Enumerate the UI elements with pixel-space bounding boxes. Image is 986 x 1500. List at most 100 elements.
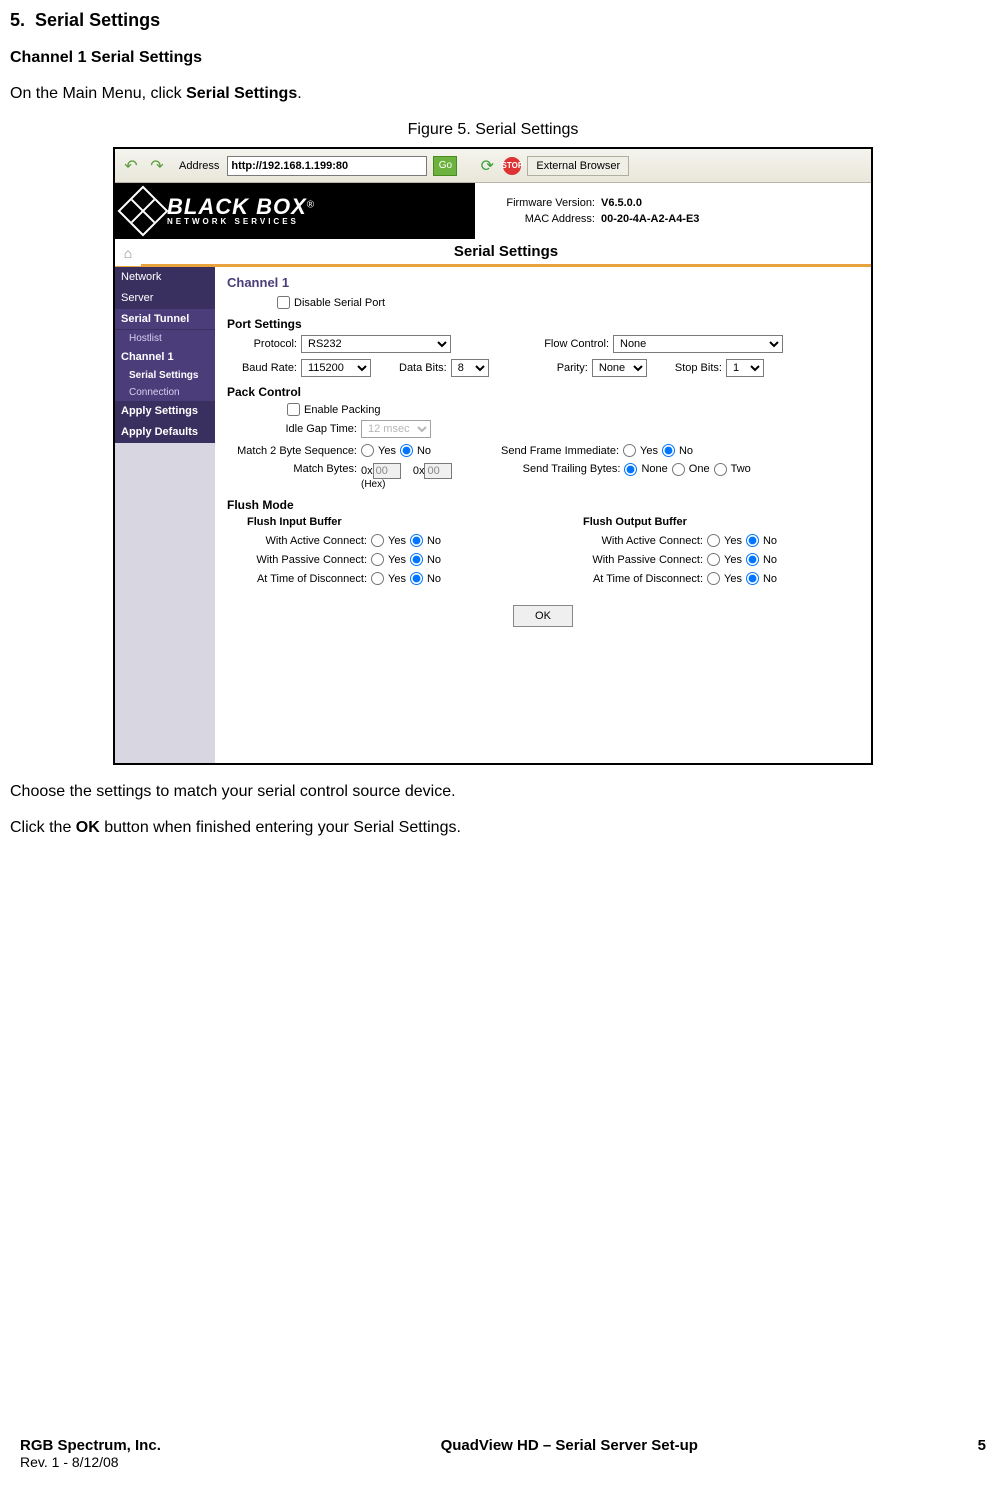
section-num: 5. bbox=[10, 10, 25, 30]
address-input[interactable] bbox=[227, 156, 427, 176]
matchbyte1-input[interactable] bbox=[373, 463, 401, 479]
protocol-label: Protocol: bbox=[227, 338, 297, 350]
footer-title: QuadView HD – Serial Server Set-up bbox=[441, 1437, 698, 1470]
external-browser-button[interactable]: External Browser bbox=[527, 156, 629, 176]
nav-hostlist[interactable]: Hostlist bbox=[115, 330, 215, 347]
text: button when finished entering your Seria… bbox=[100, 819, 461, 836]
fo-passive-yes-radio[interactable] bbox=[707, 553, 720, 566]
mac-value: 00-20-4A-A2-A4-E3 bbox=[601, 213, 699, 225]
fo-disc-yes-radio[interactable] bbox=[707, 572, 720, 585]
flow-select[interactable]: None bbox=[613, 335, 783, 353]
go-button[interactable]: Go bbox=[433, 156, 457, 176]
fo-disc-no-radio[interactable] bbox=[746, 572, 759, 585]
text: On the Main Menu, click bbox=[10, 85, 186, 102]
baud-select[interactable]: 115200 bbox=[301, 359, 371, 377]
match2-label: Match 2 Byte Sequence: bbox=[227, 445, 357, 457]
fo-active-no-radio[interactable] bbox=[746, 534, 759, 547]
fi-active-yes-radio[interactable] bbox=[371, 534, 384, 547]
channel-heading: Channel 1 bbox=[227, 275, 859, 290]
active-conn-label: With Active Connect: bbox=[227, 535, 367, 547]
protocol-select[interactable]: RS232 bbox=[301, 335, 451, 353]
hex-prefix: 0x bbox=[413, 465, 425, 477]
matchbyte2-input[interactable] bbox=[424, 463, 452, 479]
yes-label: Yes bbox=[378, 445, 396, 457]
mac-label: MAC Address: bbox=[485, 213, 595, 225]
fo-active-yes-radio[interactable] bbox=[707, 534, 720, 547]
nav-apply-defaults[interactable]: Apply Defaults bbox=[115, 422, 215, 443]
databits-select[interactable]: 8 bbox=[451, 359, 489, 377]
nav-network[interactable]: Network bbox=[115, 267, 215, 288]
fo-passive-no-radio[interactable] bbox=[746, 553, 759, 566]
stop-icon[interactable]: STOP bbox=[503, 157, 521, 175]
footer-page: 5 bbox=[978, 1437, 986, 1470]
page-title: Serial Settings bbox=[141, 239, 871, 267]
match2-yes-radio[interactable] bbox=[361, 444, 374, 457]
trailing-none-radio[interactable] bbox=[624, 463, 637, 476]
section-title: Serial Settings bbox=[35, 10, 160, 30]
flush-output-heading: Flush Output Buffer bbox=[583, 516, 859, 528]
fi-disc-yes-radio[interactable] bbox=[371, 572, 384, 585]
pack-control-heading: Pack Control bbox=[227, 385, 859, 399]
hex-prefix: 0x bbox=[361, 465, 373, 477]
fi-disc-no-radio[interactable] bbox=[410, 572, 423, 585]
enable-packing-label: Enable Packing bbox=[304, 404, 380, 416]
section-heading: 5. Serial Settings bbox=[10, 10, 976, 31]
nav-serial-settings[interactable]: Serial Settings bbox=[115, 367, 215, 384]
parity-label: Parity: bbox=[557, 362, 588, 374]
trailing-one-radio[interactable] bbox=[672, 463, 685, 476]
browser-toolbar: ↶ ↷ Address Go ⟳ STOP External Browser bbox=[115, 149, 871, 183]
figure-caption: Figure 5. Serial Settings bbox=[10, 121, 976, 139]
footer-rev: Rev. 1 - 8/12/08 bbox=[20, 1454, 161, 1470]
hex-note: (Hex) bbox=[361, 479, 452, 490]
fi-passive-yes-radio[interactable] bbox=[371, 553, 384, 566]
no-label: No bbox=[417, 445, 431, 457]
trailing-label: Send Trailing Bytes: bbox=[490, 463, 620, 475]
none-label: None bbox=[641, 463, 667, 475]
logo-main-text: BLACK BOX® bbox=[167, 196, 314, 218]
yes-label: Yes bbox=[388, 573, 406, 585]
blackbox-logo: BLACK BOX® NETWORK SERVICES bbox=[125, 193, 314, 229]
flush-mode-heading: Flush Mode bbox=[227, 498, 859, 512]
sendframe-no-radio[interactable] bbox=[662, 444, 675, 457]
logo-sub-text: NETWORK SERVICES bbox=[167, 218, 314, 226]
app-header-logo-area: BLACK BOX® NETWORK SERVICES bbox=[115, 183, 475, 239]
active-conn-label: With Active Connect: bbox=[563, 535, 703, 547]
nav-apply-settings[interactable]: Apply Settings bbox=[115, 401, 215, 422]
no-label: No bbox=[763, 535, 777, 547]
enable-packing-checkbox[interactable] bbox=[287, 403, 300, 416]
port-settings-heading: Port Settings bbox=[227, 317, 859, 331]
baud-label: Baud Rate: bbox=[227, 362, 297, 374]
match2-no-radio[interactable] bbox=[400, 444, 413, 457]
idle-gap-label: Idle Gap Time: bbox=[227, 423, 357, 435]
disable-port-checkbox[interactable] bbox=[277, 296, 290, 309]
trailing-two-radio[interactable] bbox=[714, 463, 727, 476]
nav-server[interactable]: Server bbox=[115, 288, 215, 309]
stopbits-label: Stop Bits: bbox=[675, 362, 722, 374]
firmware-label: Firmware Version: bbox=[485, 197, 595, 209]
yes-label: Yes bbox=[724, 554, 742, 566]
address-label: Address bbox=[179, 160, 219, 172]
yes-label: Yes bbox=[640, 445, 658, 457]
paragraph-2: Choose the settings to match your serial… bbox=[10, 783, 976, 801]
forward-icon[interactable]: ↷ bbox=[147, 156, 167, 176]
stopbits-select[interactable]: 1 bbox=[726, 359, 764, 377]
sendframe-yes-radio[interactable] bbox=[623, 444, 636, 457]
back-icon[interactable]: ↶ bbox=[121, 156, 141, 176]
refresh-icon[interactable]: ⟳ bbox=[477, 156, 497, 176]
page-footer: RGB Spectrum, Inc. Rev. 1 - 8/12/08 Quad… bbox=[20, 1437, 986, 1470]
nav-serial-tunnel[interactable]: Serial Tunnel bbox=[115, 309, 215, 330]
fi-active-no-radio[interactable] bbox=[410, 534, 423, 547]
flush-input-heading: Flush Input Buffer bbox=[247, 516, 523, 528]
nav-connection[interactable]: Connection bbox=[115, 384, 215, 401]
yes-label: Yes bbox=[388, 535, 406, 547]
nav-channel1[interactable]: Channel 1 bbox=[115, 347, 215, 367]
two-label: Two bbox=[731, 463, 751, 475]
paragraph-1: On the Main Menu, click Serial Settings. bbox=[10, 85, 976, 103]
ok-button[interactable]: OK bbox=[513, 605, 573, 627]
disable-port-label: Disable Serial Port bbox=[294, 297, 385, 309]
home-cell[interactable]: ⌂ bbox=[115, 239, 141, 267]
no-label: No bbox=[763, 573, 777, 585]
firmware-value: V6.5.0.0 bbox=[601, 197, 642, 209]
parity-select[interactable]: None bbox=[592, 359, 647, 377]
fi-passive-no-radio[interactable] bbox=[410, 553, 423, 566]
